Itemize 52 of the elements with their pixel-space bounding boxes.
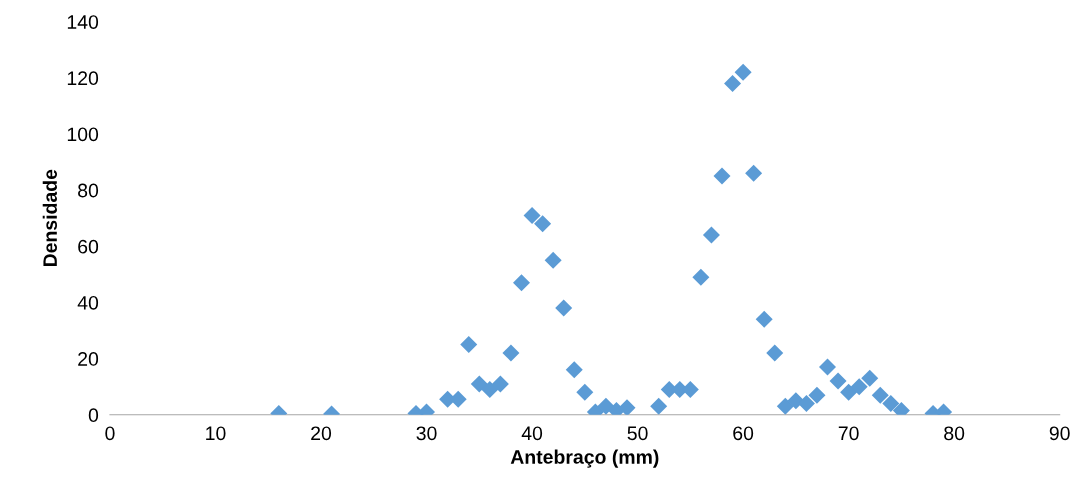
point (692, 268, 710, 286)
point (702, 226, 720, 244)
point (840, 383, 858, 401)
x-tick-label: 50 (627, 426, 648, 441)
y-tick-label: 80 (78, 183, 99, 198)
point (576, 383, 594, 401)
x-tick-label: 10 (206, 426, 226, 441)
y-tick-label: 40 (77, 295, 99, 310)
x-tick-label: 70 (838, 426, 859, 441)
y-tick-label: 140 (67, 15, 99, 29)
point (797, 395, 815, 413)
point (724, 74, 742, 92)
point (618, 399, 636, 415)
y-tick-label: 20 (78, 352, 99, 366)
x-tick-label: 40 (521, 426, 543, 441)
point (713, 167, 731, 185)
point (650, 397, 668, 415)
point (502, 344, 520, 362)
point (565, 361, 583, 379)
point (512, 274, 531, 292)
point (555, 299, 573, 317)
x-tick-label: 0 (105, 426, 115, 441)
x-tick-label: 90 (1049, 426, 1070, 441)
point (808, 386, 826, 404)
point (819, 358, 837, 376)
y-tick-label: 60 (78, 239, 99, 254)
y-tick-label: 0 (88, 408, 99, 423)
point (534, 215, 552, 233)
x-tick-label: 30 (416, 426, 437, 441)
y-tick-label: 100 (67, 127, 99, 142)
x-tick-label: 60 (733, 426, 754, 441)
point (755, 310, 773, 328)
point (861, 369, 879, 387)
point (745, 164, 763, 182)
point (460, 336, 478, 354)
point (491, 375, 509, 393)
x-tick-label: 20 (311, 426, 332, 441)
point (776, 397, 794, 415)
point (766, 344, 784, 362)
y-axis-title: Densidade (42, 169, 58, 267)
point (734, 63, 752, 81)
point (871, 386, 889, 404)
x-tick-label: 80 (944, 426, 965, 441)
point (882, 395, 900, 413)
point (829, 372, 847, 390)
x-axis-title: Antebraço (mm) (510, 449, 659, 468)
y-tick-label: 120 (67, 71, 99, 86)
point (544, 251, 562, 269)
point (523, 206, 541, 224)
point (850, 378, 868, 396)
point (481, 381, 499, 399)
point (470, 375, 488, 393)
